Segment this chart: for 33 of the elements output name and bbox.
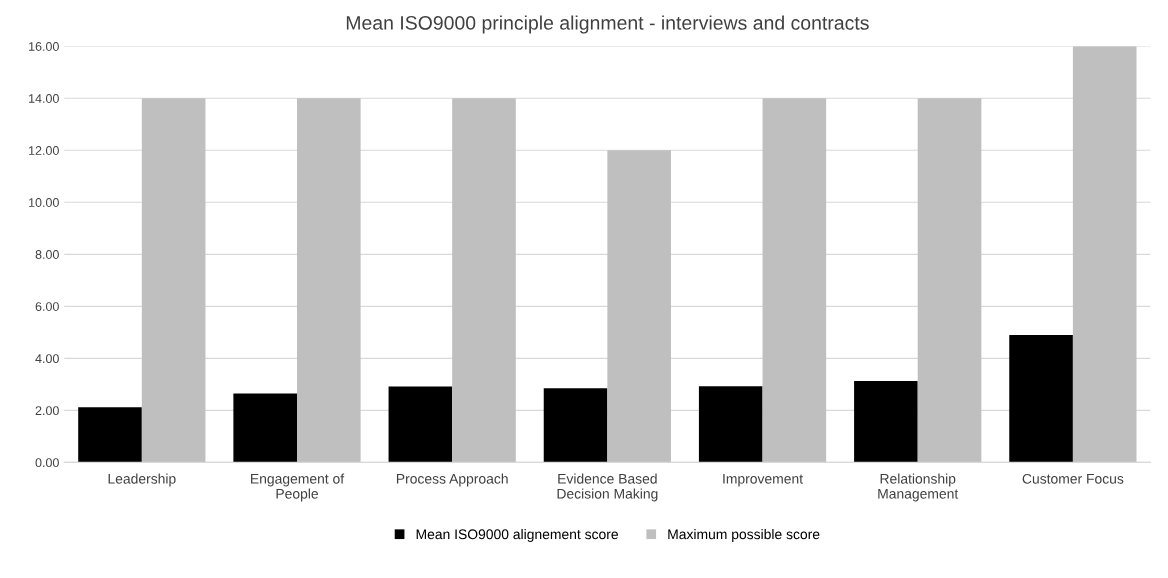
bar bbox=[762, 98, 827, 463]
y-tick-label: 8.00 bbox=[35, 250, 59, 259]
x-tick-label: Evidence Based Decision Making bbox=[557, 473, 658, 502]
bar bbox=[388, 386, 453, 463]
x-tick-label: Customer Focus bbox=[1022, 473, 1124, 484]
legend-label: Mean ISO9000 alignement score bbox=[416, 529, 618, 542]
y-tick-label: 6.00 bbox=[35, 302, 59, 311]
bar bbox=[854, 380, 918, 463]
x-tick-label: Relationship Management bbox=[878, 473, 959, 502]
x-tick-label: Process Approach bbox=[396, 473, 508, 487]
bar bbox=[917, 98, 982, 463]
y-tick-label: 14.00 bbox=[29, 94, 59, 103]
y-tick-label: 16.00 bbox=[29, 42, 59, 51]
x-tick-label: Leadership bbox=[108, 473, 176, 487]
y-tick-label: 0.00 bbox=[35, 458, 59, 468]
bar bbox=[78, 407, 142, 463]
bar bbox=[1072, 46, 1137, 463]
bar bbox=[141, 98, 206, 463]
bar bbox=[233, 393, 298, 463]
bar bbox=[452, 98, 516, 463]
bar bbox=[698, 386, 763, 463]
x-tick-label: Improvement bbox=[723, 474, 803, 487]
y-tick-label: 2.00 bbox=[35, 406, 59, 416]
bar bbox=[607, 150, 671, 463]
legend-label: Maximum possible score bbox=[668, 529, 820, 542]
bar bbox=[543, 388, 608, 463]
y-tick-label: 4.00 bbox=[35, 354, 59, 364]
y-tick-label: 10.00 bbox=[29, 198, 59, 207]
bar bbox=[1009, 334, 1073, 463]
bar bbox=[297, 98, 361, 463]
chart-title: Mean ISO9000 principle alignment - interviews and contracts bbox=[346, 15, 869, 34]
y-tick-label: 12.00 bbox=[29, 146, 59, 155]
x-tick-label: Engagement of People bbox=[251, 473, 345, 502]
